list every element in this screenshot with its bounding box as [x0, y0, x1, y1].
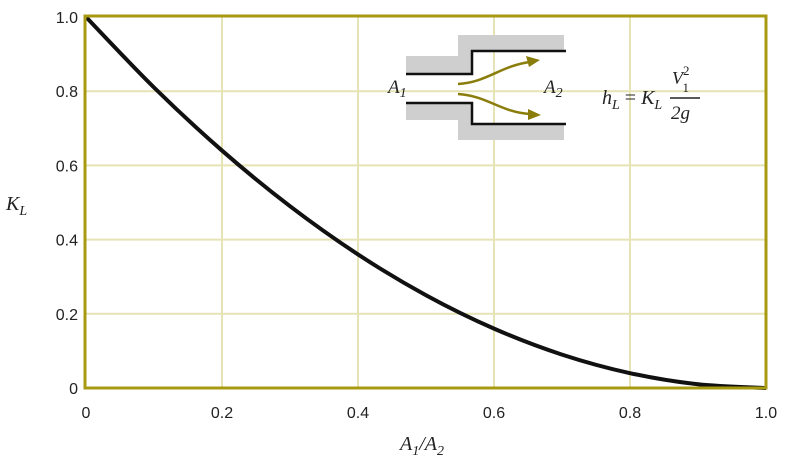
- x-axis-label: A1/A2: [398, 433, 444, 459]
- flow-arrow-upper: [457, 60, 531, 86]
- y-axis-label-main: K: [5, 193, 21, 215]
- eq-h-sub: L: [611, 98, 620, 113]
- x-tick-label: 1.0: [755, 405, 777, 422]
- y-tick-label: 1.0: [56, 10, 78, 27]
- label-a2-main: A: [542, 77, 556, 98]
- flow-arrow-lower: [457, 92, 531, 116]
- y-tick-labels: 0 0.2 0.4 0.6 0.8 1.0: [56, 10, 78, 398]
- eq-v-sub: 1: [683, 80, 690, 95]
- y-tick-label: 0.8: [56, 84, 78, 101]
- lower-wall-edge: [406, 101, 566, 126]
- x-tick-label: 0.6: [483, 405, 505, 422]
- label-a2: A2: [542, 77, 563, 101]
- grid-lines: [86, 17, 766, 388]
- eq-v-sup: 2: [683, 63, 690, 78]
- eq-numerator: V2 1: [672, 63, 690, 95]
- y-axis-label: KL: [5, 193, 27, 219]
- upper-wall-edge: [406, 49, 566, 76]
- flow-arrow-lower-head: [528, 109, 541, 120]
- eq-k-sub: L: [653, 98, 662, 113]
- label-a1-sub: 1: [400, 86, 407, 101]
- lower-wall: [406, 103, 564, 140]
- eq-denominator: 2g: [671, 103, 690, 124]
- inset-diagram: A1 A2: [386, 35, 566, 140]
- x-tick-label: 0.8: [619, 405, 641, 422]
- x-tick-label: 0: [82, 405, 91, 422]
- x-tick-labels: 0 0.2 0.4 0.6 0.8 1.0: [82, 405, 778, 422]
- label-a2-sub: 2: [556, 86, 563, 101]
- x-axis-label-sub2: 2: [437, 444, 444, 459]
- x-axis-label-slash: /A: [418, 433, 438, 455]
- label-a1-main: A: [386, 77, 400, 98]
- x-axis-label-sub1: 1: [412, 444, 419, 459]
- eq-h: h: [602, 87, 612, 109]
- upper-wall: [406, 35, 564, 74]
- y-tick-label: 0.4: [56, 233, 78, 250]
- x-axis-label-a: A: [398, 433, 413, 455]
- series-line: [84, 15, 767, 390]
- y-tick-label: 0.6: [56, 158, 78, 175]
- plot-frame: [83, 14, 768, 390]
- y-axis-label-sub: L: [18, 204, 27, 219]
- eq-k: K: [640, 87, 656, 109]
- eq-v: V: [672, 68, 685, 88]
- x-tick-label: 0.4: [347, 405, 369, 422]
- y-tick-label: 0.2: [56, 307, 78, 324]
- equation-lhs: hL = KL: [602, 87, 662, 113]
- x-tick-label: 0.2: [211, 405, 233, 422]
- eq-equals: =: [620, 87, 641, 109]
- loss-equation: hL = KL V2 1 2g: [602, 63, 700, 124]
- label-a1: A1: [386, 77, 407, 101]
- y-tick-label: 0: [69, 381, 78, 398]
- flow-arrow-upper-head: [526, 56, 540, 67]
